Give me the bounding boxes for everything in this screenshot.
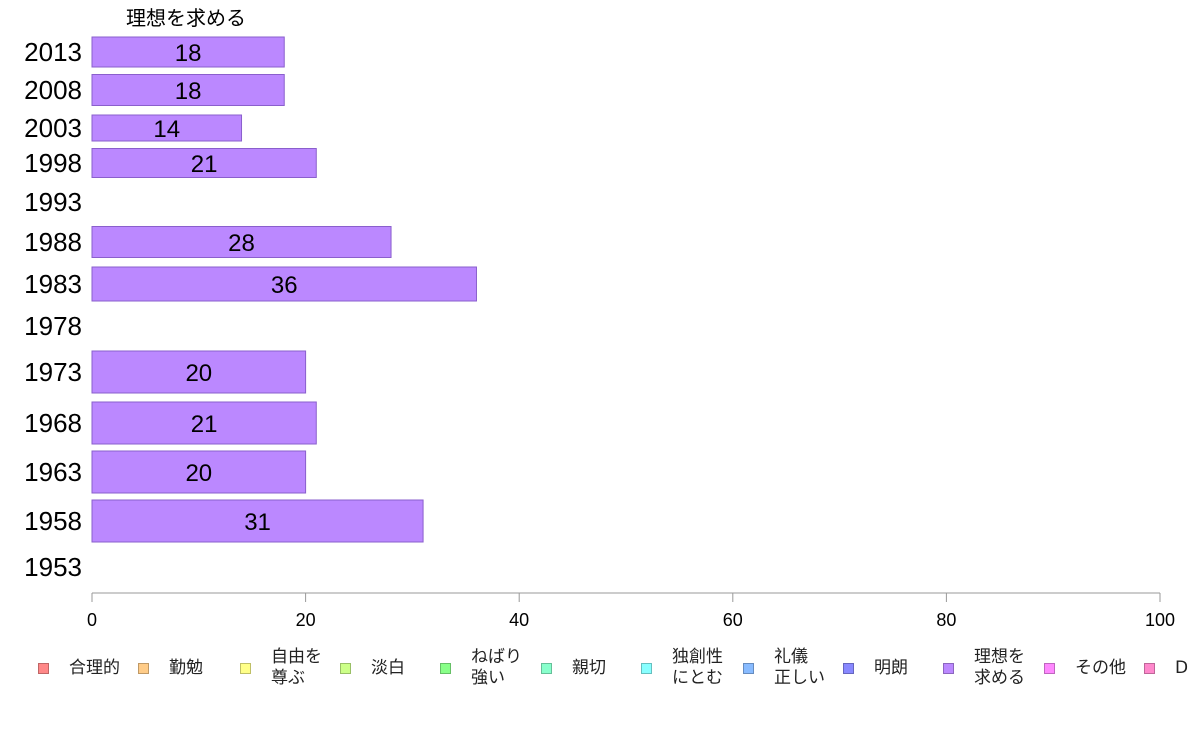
y-tick-label: 1988: [24, 227, 82, 257]
bar: [91, 74, 285, 106]
bar: [91, 36, 285, 68]
y-tick-label: 1963: [24, 457, 82, 487]
legend-item: 理想を 求める: [943, 646, 1025, 690]
legend-label: 理想を 求める: [974, 647, 1025, 688]
x-tick-label: 40: [509, 610, 529, 630]
y-tick-label: 1983: [24, 269, 82, 299]
legend-swatch: [340, 662, 351, 674]
y-tick-label: 1998: [24, 148, 82, 178]
x-tick-label: 20: [296, 610, 316, 630]
legend-swatch: [943, 662, 954, 674]
chart-title: 理想を求める: [126, 7, 246, 30]
legend-label: その他: [1075, 657, 1126, 678]
legend-label: 合理的: [69, 657, 120, 678]
x-axis: 0 20 40 60 80 100: [87, 592, 1175, 630]
legend-item: 明朗: [843, 646, 908, 690]
bar: [91, 226, 392, 258]
legend-label: 親切: [572, 657, 606, 678]
bar-value-label: 20: [185, 360, 212, 387]
x-tick-label: 0: [87, 610, 97, 630]
legend-item: 合理的: [38, 646, 120, 690]
y-tick-label: 1993: [24, 187, 82, 217]
bar: [91, 114, 243, 142]
y-tick-label: 2013: [24, 37, 82, 67]
bar-value-label: 18: [175, 40, 202, 67]
legend-label: ねばり 強い: [471, 647, 522, 688]
bar: [91, 499, 424, 543]
bar: [91, 450, 307, 494]
x-tick-label: 100: [1145, 610, 1175, 630]
y-tick-label: 1968: [24, 408, 82, 438]
y-tick-label: 2008: [24, 75, 82, 105]
legend-item: 淡白: [340, 646, 405, 690]
legend-item: 親切: [541, 646, 606, 690]
y-tick-label: 1978: [24, 311, 82, 341]
legend-item: 礼儀 正しい: [743, 646, 825, 690]
legend-swatch: [1044, 662, 1055, 674]
legend-label: D: [1175, 657, 1188, 678]
x-tick-label: 80: [936, 610, 956, 630]
legend-item: その他: [1044, 646, 1126, 690]
legend-swatch: [240, 662, 251, 674]
legend-item: D: [1144, 646, 1188, 690]
bar: [91, 350, 307, 394]
legend-swatch: [541, 662, 552, 674]
legend: 合理的 勤勉 自由を 尊ぶ 淡白 ねばり 強い 親切 独創性 にとむ 礼儀 正しい 明朗 理想を …: [38, 646, 1188, 690]
y-tick-label: 1953: [24, 552, 82, 582]
bar: [91, 266, 477, 302]
bar-value-label: 20: [185, 460, 212, 487]
legend-label: 礼儀 正しい: [774, 647, 825, 688]
legend-swatch: [843, 662, 854, 674]
legend-label: 勤勉: [169, 657, 203, 678]
legend-item: 自由を 尊ぶ: [240, 646, 322, 690]
bars-group: 18 18 14 21 28 36 20 21 20 31: [91, 36, 477, 543]
y-tick-label: 1958: [24, 506, 82, 536]
legend-swatch: [440, 662, 451, 674]
bar-value-label: 21: [191, 151, 218, 178]
bar-value-label: 21: [191, 411, 218, 438]
y-tick-label: 1973: [24, 357, 82, 387]
legend-swatch: [641, 662, 652, 674]
y-axis-labels: 2013 2008 2003 1998 1993 1988 1983 1978 1973 1968…: [24, 37, 82, 582]
legend-label: 明朗: [874, 657, 908, 678]
legend-swatch: [38, 662, 49, 674]
x-tick-label: 60: [723, 610, 743, 630]
legend-item: 独創性 にとむ: [641, 646, 723, 690]
bar: [91, 401, 317, 445]
bar-chart: 理想を求める 18 18 14 21 28 36 20 21 20 31 2013 2008 2003…: [24, 7, 1175, 630]
legend-swatch: [138, 662, 149, 674]
bar-value-label: 31: [244, 509, 271, 536]
legend-item: 勤勉: [138, 646, 203, 690]
bar: [91, 148, 317, 178]
legend-swatch: [743, 662, 754, 674]
legend-item: ねばり 強い: [440, 646, 522, 690]
legend-label: 淡白: [371, 657, 405, 678]
bar-value-label: 18: [175, 78, 202, 105]
bar-value-label: 36: [271, 272, 298, 299]
legend-swatch: [1144, 662, 1155, 674]
legend-label: 自由を 尊ぶ: [271, 647, 322, 688]
bar-value-label: 14: [153, 116, 180, 143]
y-tick-label: 2003: [24, 113, 82, 143]
bar-value-label: 28: [228, 230, 255, 257]
legend-label: 独創性 にとむ: [672, 647, 723, 688]
